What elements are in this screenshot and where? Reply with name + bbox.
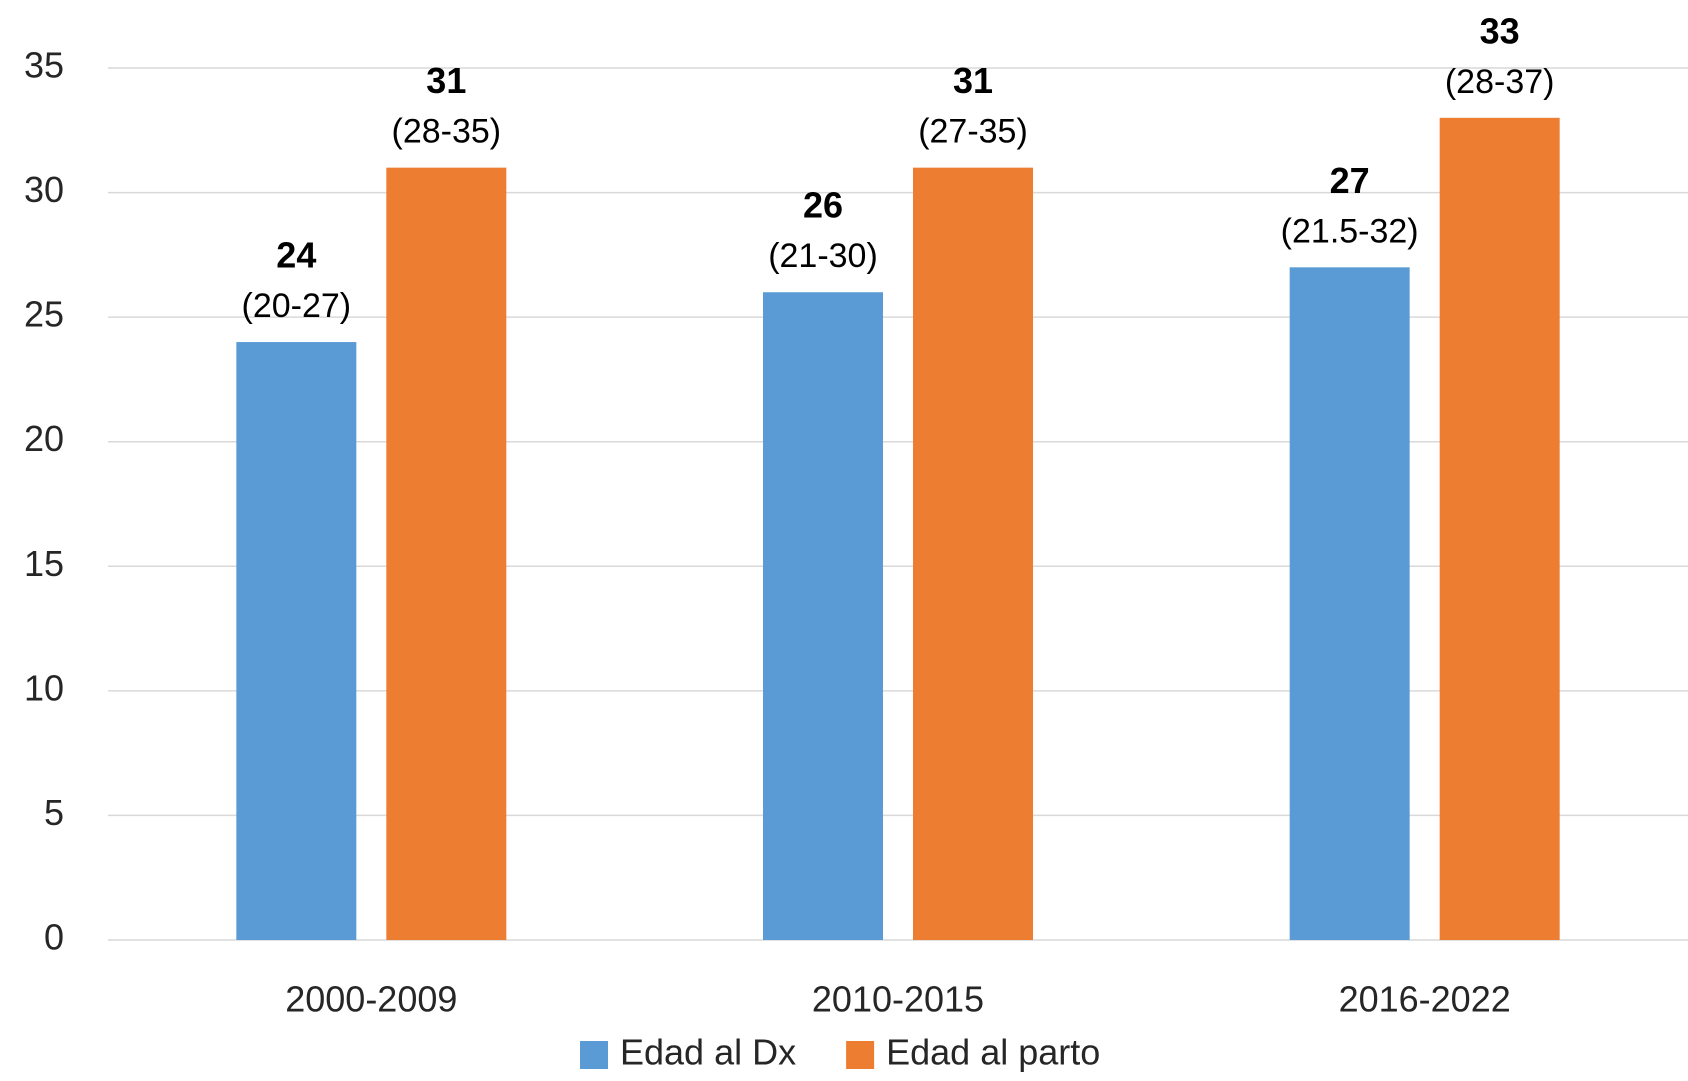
range-label: (21-30) <box>768 237 878 275</box>
y-tick-label: 20 <box>24 418 64 459</box>
x-tick-label: 2016-2022 <box>1339 979 1511 1020</box>
x-tick-label: 2000-2009 <box>285 979 457 1020</box>
data-label: 24 <box>276 235 316 276</box>
y-tick-label: 30 <box>24 169 64 210</box>
y-tick-label: 0 <box>44 917 64 958</box>
range-label: (21.5-32) <box>1281 212 1419 250</box>
y-tick-label: 5 <box>44 792 64 833</box>
range-label: (28-37) <box>1445 63 1555 101</box>
legend-swatch <box>580 1041 608 1069</box>
x-tick-label: 2010-2015 <box>812 979 984 1020</box>
range-label: (28-35) <box>392 113 502 151</box>
legend-label: Edad al parto <box>886 1032 1100 1073</box>
y-tick-label: 15 <box>24 543 64 584</box>
legend-label: Edad al Dx <box>620 1032 796 1073</box>
y-tick-label: 35 <box>24 45 64 86</box>
bar <box>913 167 1033 940</box>
data-label: 27 <box>1330 160 1370 201</box>
range-label: (20-27) <box>242 287 352 325</box>
bar <box>1439 117 1560 941</box>
bar <box>236 342 357 940</box>
bar <box>763 292 883 940</box>
data-label: 31 <box>426 60 466 101</box>
y-tick-label: 10 <box>24 667 64 708</box>
range-label: (27-35) <box>918 113 1028 151</box>
data-label: 31 <box>953 60 993 101</box>
legend-swatch <box>846 1041 875 1069</box>
y-tick-label: 25 <box>24 294 64 335</box>
bar <box>386 167 507 940</box>
bar <box>1289 267 1410 940</box>
data-label: 33 <box>1480 10 1520 51</box>
data-label: 26 <box>803 185 843 226</box>
